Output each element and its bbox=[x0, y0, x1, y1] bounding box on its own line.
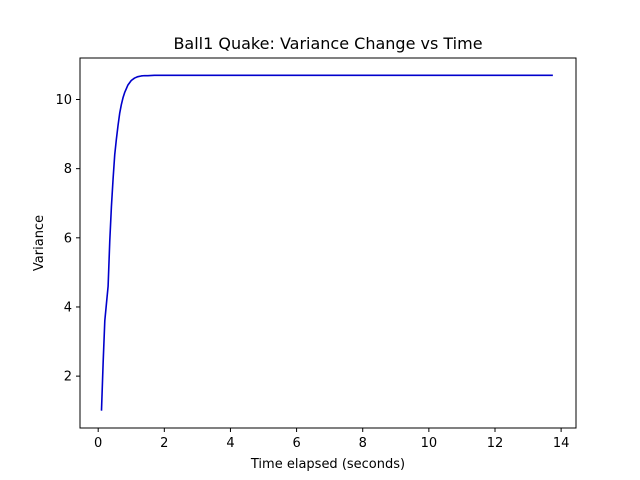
y-tick-label: 8 bbox=[64, 162, 72, 177]
series-line bbox=[100, 74, 553, 411]
y-tick-label: 4 bbox=[64, 300, 72, 315]
chart-title: Ball1 Quake: Variance Change vs Time bbox=[173, 34, 482, 53]
x-tick-label: 10 bbox=[421, 436, 438, 451]
x-axis-ticks: 0 2 4 6 8 10 12 14 bbox=[94, 428, 569, 451]
y-tick-label: 10 bbox=[55, 93, 72, 108]
x-tick-label: 12 bbox=[487, 436, 504, 451]
x-tick-label: 8 bbox=[359, 436, 367, 451]
x-tick-label: 4 bbox=[226, 436, 234, 451]
plot-area bbox=[80, 58, 576, 428]
y-tick-label: 6 bbox=[64, 231, 72, 246]
y-tick-label: 2 bbox=[64, 370, 72, 385]
y-axis-ticks: 2 4 6 8 10 bbox=[55, 93, 80, 385]
plot-frame bbox=[79, 57, 577, 429]
x-tick-label: 14 bbox=[553, 436, 570, 451]
x-tick-label: 2 bbox=[160, 436, 168, 451]
y-axis-label: Variance bbox=[32, 215, 47, 271]
x-tick-label: 0 bbox=[94, 436, 102, 451]
x-tick-label: 6 bbox=[292, 436, 300, 451]
x-axis-label: Time elapsed (seconds) bbox=[250, 457, 405, 472]
